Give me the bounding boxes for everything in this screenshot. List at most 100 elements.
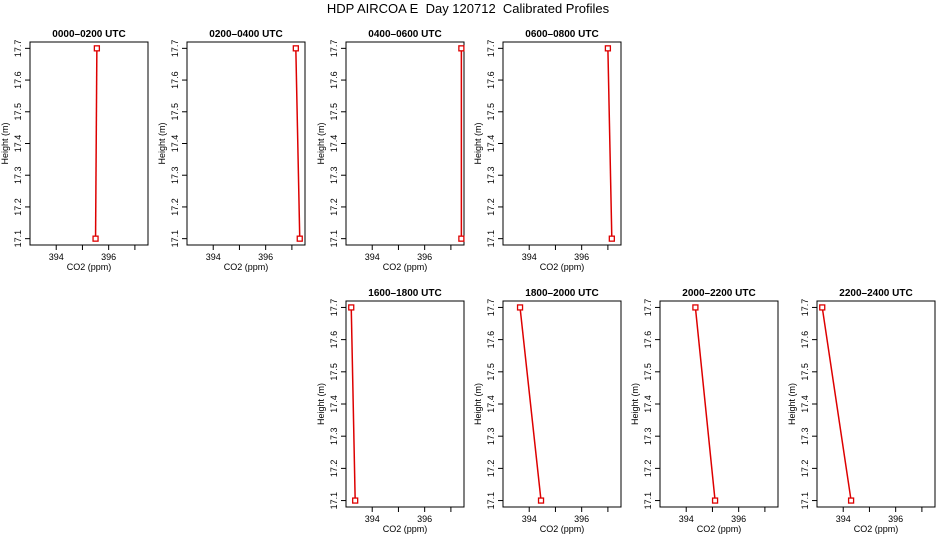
profile-line [607, 48, 613, 239]
y-tick-label: 17.2 [486, 460, 496, 478]
x-tick-label: 396 [888, 514, 903, 524]
profile-panel: 0200–0400 UTC 394 396 17.1 17.2 17.3 17.4 17.5 1… [157, 29, 306, 272]
y-axis-label: Height (m) [787, 383, 797, 425]
y-tick-label: 17.3 [329, 166, 339, 184]
data-point [458, 235, 465, 242]
x-tick-label: 396 [417, 514, 432, 524]
x-tick-label: 394 [206, 252, 221, 262]
x-tick-label: 396 [731, 514, 746, 524]
y-tick-label: 17.4 [329, 135, 339, 153]
profile-panel: 2200–2400 UTC 394 396 17.1 17.2 17.3 17.4 17.5 1… [787, 288, 936, 534]
y-tick-label: 17.6 [486, 331, 496, 349]
y-tick-label: 17.5 [329, 103, 339, 121]
y-tick-label: 17.4 [329, 395, 339, 413]
x-axis-label: CO2 (ppm) [224, 262, 269, 272]
x-axis-label: CO2 (ppm) [540, 524, 585, 534]
y-tick-label: 17.1 [329, 230, 339, 248]
x-tick-label: 394 [365, 514, 380, 524]
y-tick-label: 17.4 [643, 395, 653, 413]
data-point [537, 497, 545, 504]
y-tick-label: 17.3 [643, 427, 653, 445]
y-tick-label: 17.6 [486, 71, 496, 89]
x-tick-label: 394 [522, 252, 537, 262]
y-tick-label: 17.7 [486, 40, 496, 58]
plot-frame [502, 300, 622, 508]
plot-frame [816, 300, 936, 508]
panel-title: 0400–0600 UTC [368, 29, 441, 40]
data-point [604, 45, 612, 52]
profile-panel: 1600–1800 UTC 394 396 17.1 17.2 17.3 17.4 17.5 1… [316, 288, 465, 534]
profile-panel: 0000–0200 UTC 394 396 17.1 17.2 17.3 17.4 17.5 1… [0, 29, 149, 272]
y-tick-label: 17.1 [643, 492, 653, 510]
y-tick-label: 17.2 [329, 460, 339, 478]
x-tick-label: 396 [574, 252, 589, 262]
y-tick-label: 17.7 [329, 40, 339, 58]
y-tick-label: 17.1 [486, 230, 496, 248]
y-tick-label: 17.2 [486, 198, 496, 216]
data-point [819, 304, 826, 311]
y-tick-label: 17.7 [170, 40, 180, 58]
page-title: HDP AIRCOA E Day 120712 Calibrated Profi… [326, 1, 610, 16]
data-point [292, 45, 299, 52]
y-tick-label: 17.3 [329, 427, 339, 445]
panel-title: 0000–0200 UTC [52, 29, 125, 40]
x-axis-label: CO2 (ppm) [383, 524, 428, 534]
y-tick-label: 17.3 [800, 427, 810, 445]
data-point [296, 235, 303, 242]
y-tick-label: 17.3 [13, 166, 23, 184]
profile-line [821, 307, 852, 501]
y-tick-label: 17.7 [800, 299, 810, 317]
y-tick-label: 17.4 [800, 395, 810, 413]
y-tick-label: 17.4 [486, 395, 496, 413]
data-point [847, 497, 855, 504]
y-tick-label: 17.6 [170, 71, 180, 89]
y-tick-label: 17.3 [170, 166, 180, 184]
x-axis-label: CO2 (ppm) [67, 262, 112, 272]
data-point [516, 304, 524, 311]
profile-panel: 2000–2200 UTC 394 396 17.1 17.2 17.3 17.4 17.5 1… [630, 288, 779, 534]
y-axis-label: Height (m) [157, 122, 167, 164]
y-tick-label: 17.5 [486, 363, 496, 381]
y-tick-label: 17.3 [486, 166, 496, 184]
y-tick-label: 17.2 [170, 198, 180, 216]
data-point [692, 304, 699, 311]
profile-line [519, 307, 542, 501]
profile-panel: 0400–0600 UTC 394 396 17.1 17.2 17.3 17.4 17.5 1… [316, 29, 465, 272]
data-point [711, 497, 719, 504]
y-tick-label: 17.5 [643, 363, 653, 381]
x-axis-label: CO2 (ppm) [383, 262, 428, 272]
y-tick-label: 17.7 [329, 299, 339, 317]
y-tick-label: 17.2 [329, 198, 339, 216]
plot-frame [186, 41, 306, 246]
profile-line [694, 307, 716, 501]
y-tick-label: 17.2 [643, 460, 653, 478]
y-tick-label: 17.1 [13, 230, 23, 248]
x-tick-label: 396 [101, 252, 116, 262]
x-tick-label: 396 [574, 514, 589, 524]
y-tick-label: 17.5 [13, 103, 23, 121]
y-tick-label: 17.4 [170, 135, 180, 153]
y-tick-label: 17.2 [800, 460, 810, 478]
plot-frame [502, 41, 622, 246]
x-tick-label: 394 [49, 252, 64, 262]
y-tick-label: 17.5 [329, 363, 339, 381]
y-axis-label: Height (m) [316, 122, 326, 164]
y-tick-label: 17.1 [800, 492, 810, 510]
panel-title: 1600–1800 UTC [368, 288, 441, 299]
panel-title: 2200–2400 UTC [839, 288, 912, 299]
x-axis-label: CO2 (ppm) [540, 262, 585, 272]
plot-frame [345, 300, 465, 508]
profile-line [295, 48, 301, 239]
data-point [352, 497, 359, 504]
x-tick-label: 394 [365, 252, 380, 262]
y-tick-label: 17.7 [486, 299, 496, 317]
y-tick-label: 17.5 [170, 103, 180, 121]
data-point [458, 45, 465, 52]
y-tick-label: 17.5 [800, 363, 810, 381]
y-axis-label: Height (m) [473, 383, 483, 425]
x-tick-label: 394 [522, 514, 537, 524]
x-tick-label: 394 [679, 514, 694, 524]
profile-panel: 0600–0800 UTC 394 396 17.1 17.2 17.3 17.4 17.5 1… [473, 29, 622, 272]
panel-title: 0600–0800 UTC [525, 29, 598, 40]
